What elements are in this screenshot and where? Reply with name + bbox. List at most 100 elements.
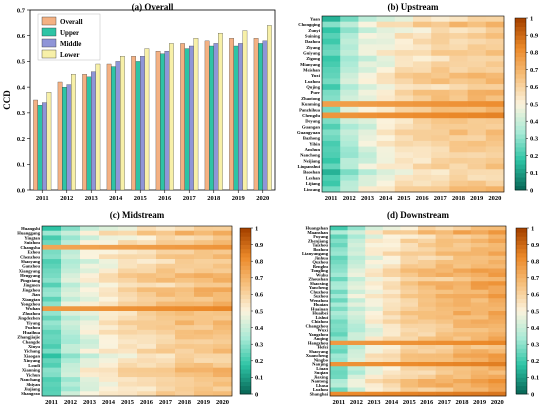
heatmap-cell — [42, 362, 62, 368]
heatmap-cell — [431, 152, 450, 159]
heatmap-cell — [453, 238, 472, 244]
heatmap-cell — [118, 282, 138, 288]
heatmap-cell — [394, 118, 414, 125]
x-tick-label: 2016 — [420, 399, 434, 406]
x-tick-label: 2013 — [368, 399, 382, 406]
heatmap-cell — [358, 101, 377, 108]
heatmap-cell — [175, 372, 195, 378]
x-tick-label: 2015 — [121, 399, 135, 406]
heatmap-cell — [400, 230, 419, 235]
bar-upper — [160, 53, 165, 191]
heatmap-cell — [340, 38, 359, 45]
colorbar-segment — [240, 348, 251, 353]
heatmap-cell — [400, 353, 419, 359]
heatmap-cell — [431, 84, 450, 91]
heatmap-cell — [435, 349, 454, 354]
bar-upper — [37, 104, 43, 191]
heatmap-cell — [347, 374, 366, 380]
x-tick-label: 2013 — [85, 195, 99, 202]
heatmap-cell — [365, 357, 384, 363]
heatmap-cell — [194, 268, 214, 274]
colorbar-tick-label: 0.1 — [531, 375, 539, 382]
heatmap-cell — [453, 383, 472, 388]
heatmap-cell — [137, 226, 157, 232]
heatmap-cell — [376, 44, 396, 51]
heatmap-cell — [194, 306, 214, 312]
heatmap-cell — [330, 243, 348, 248]
heatmap-cell — [400, 383, 419, 388]
heatmap-cell — [365, 319, 384, 325]
colorbar-segment — [516, 228, 527, 233]
heatmap-cell — [347, 255, 366, 261]
colorbar-tick-label: 0.7 — [531, 275, 540, 282]
heatmap-cell — [61, 282, 81, 288]
colorbar-segment — [240, 294, 251, 299]
row-label: Baoshan — [303, 170, 320, 175]
heatmap-cell — [488, 281, 507, 286]
heatmap-cell — [449, 50, 468, 57]
heatmap-cell — [435, 345, 454, 350]
heatmap-cell — [330, 328, 348, 333]
heatmap-cell — [118, 329, 138, 335]
heatmap-cell — [175, 282, 195, 288]
heatmap-cell — [340, 89, 359, 96]
heatmap-cell — [42, 377, 62, 383]
heatmap-cell — [488, 277, 507, 282]
heatmap-cell — [42, 329, 62, 335]
heatmap-cell — [449, 123, 468, 130]
heatmap-cell — [418, 345, 436, 350]
colorbar-segment — [240, 373, 251, 378]
heatmap-cell — [467, 152, 487, 159]
heatmap-cell — [382, 370, 401, 376]
heatmap-cell — [449, 101, 468, 108]
heatmap-cell — [194, 315, 214, 321]
heatmap-cell — [137, 344, 157, 350]
heatmap-cell — [137, 311, 157, 317]
heatmap-cell — [418, 260, 436, 265]
heatmap-cell — [340, 44, 359, 51]
heatmap-cell — [453, 391, 472, 397]
row-label: Jiujiang — [24, 387, 41, 392]
bar-lower — [267, 25, 272, 191]
heatmap-cell — [175, 277, 195, 283]
heatmap-cell — [365, 260, 384, 265]
heatmap-cell — [376, 152, 396, 159]
heatmap-cell — [467, 163, 487, 170]
heatmap-cell — [435, 319, 454, 325]
heatmap-cell — [175, 344, 195, 350]
heatmap-cell — [156, 263, 176, 269]
heatmap-cell — [61, 372, 81, 378]
colorbar-segment — [516, 331, 527, 337]
heatmap-cell — [376, 169, 396, 176]
heatmap-cell — [418, 234, 436, 240]
heatmap-cell — [330, 353, 348, 359]
row-label: Chuzhou — [310, 289, 328, 294]
heatmap-cell — [470, 383, 489, 388]
row-label: Nanchong — [300, 153, 321, 158]
colorbar-tick-label: 0.2 — [531, 358, 539, 365]
heatmap-cell — [118, 230, 138, 236]
heatmap-cell — [470, 362, 489, 367]
heatmap-cell — [175, 386, 195, 392]
heatmap-cell — [431, 101, 450, 108]
heatmap-cell — [431, 174, 450, 181]
heatmap-cell — [467, 67, 487, 74]
heatmap-cell — [435, 268, 454, 274]
heatmap-panel-c: (c) Midstream HuangshiHuanggangYingtanSui… — [17, 210, 264, 406]
heatmap-cell — [347, 336, 366, 342]
heatmap-cell — [400, 294, 419, 299]
colorbar-segment — [515, 125, 526, 131]
heatmap-cell — [347, 243, 366, 248]
colorbar-segment — [516, 248, 527, 254]
heatmap-panel-d: (d) Downstream HuangshanMaanshanFuyangZhe… — [302, 210, 540, 406]
heatmap-cell — [347, 272, 366, 278]
heatmap-cell — [418, 357, 436, 363]
heatmap-cell — [365, 294, 384, 299]
row-label: Yuxi — [311, 73, 321, 78]
heatmap-cell — [382, 374, 401, 380]
row-label: Lijiang — [306, 181, 321, 186]
heatmap-cell — [470, 230, 489, 235]
heatmap-cell — [322, 61, 341, 68]
row-label: Liuan — [316, 366, 328, 371]
row-label: Zigong — [306, 56, 320, 61]
